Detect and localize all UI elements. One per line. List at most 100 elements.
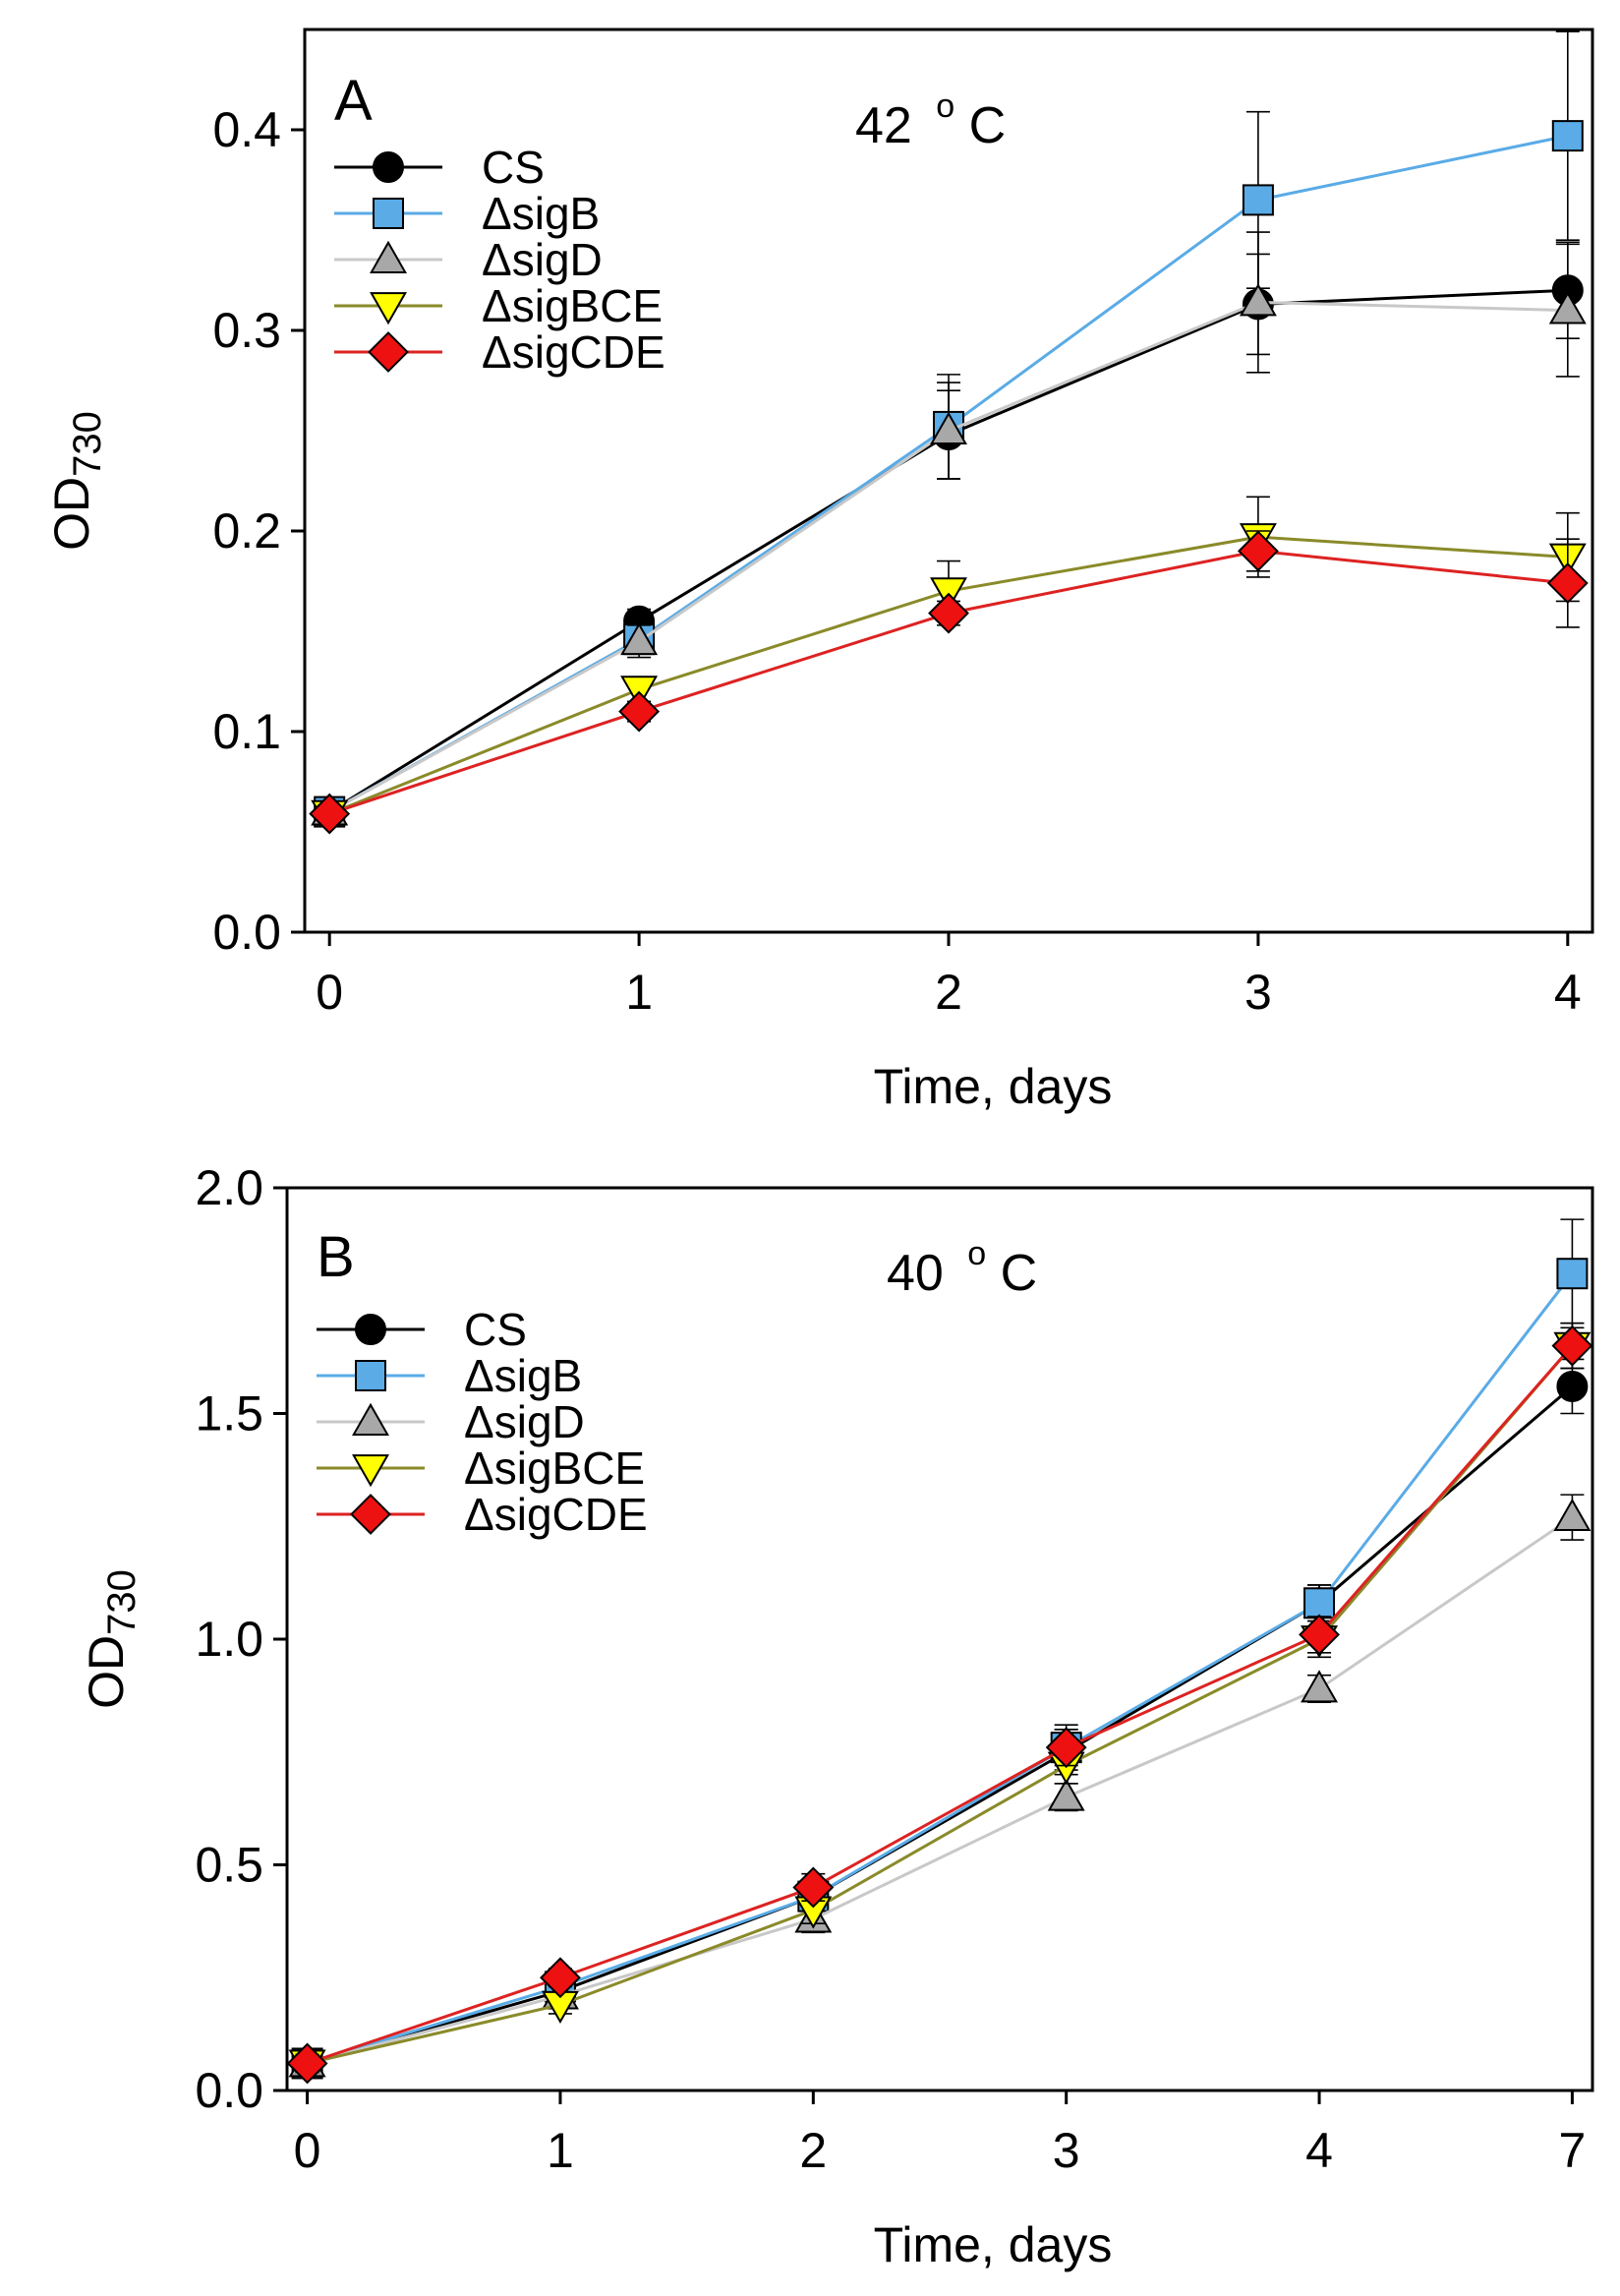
- panel-b-y-tick-label: 0.5: [195, 1838, 263, 1893]
- panel-a-temperature-value: 42: [855, 97, 912, 154]
- panel-b-y-axis-title-subscript: 730: [100, 1569, 144, 1635]
- panel-a-point-delta-sigd: [1548, 291, 1587, 324]
- panel-a-axes: 0.0 0.1 0.2 0.3 0.4 0 1 2 3 4: [212, 102, 1581, 1020]
- panel-b-x-tick-label: 7: [1559, 2123, 1587, 2178]
- panel-b-point-cs: [1556, 1370, 1589, 1402]
- panel-b-point-delta-sigcde: [286, 2042, 328, 2085]
- panel-b-legend-item-cs: CS: [317, 1304, 527, 1355]
- panel-b-legend-item-delta-sigcde: ΔsigCDE: [317, 1489, 648, 1540]
- panel-a-legend-item-delta-sigd: ΔsigD: [334, 234, 603, 285]
- panel-b-point-delta-sigb: [1303, 1587, 1336, 1619]
- panel-b-y-tick-label: 0.0: [195, 2063, 263, 2118]
- panel-b-series-group: [286, 1218, 1593, 2085]
- panel-a-x-tick-label: 1: [625, 965, 653, 1020]
- panel-a-legend-label-delta-sigb: ΔsigB: [482, 188, 600, 239]
- panel-b-point-delta-sigd: [1047, 1778, 1085, 1811]
- panel-a-point-delta-sigcde: [1237, 530, 1279, 572]
- panel-b-legend-label-delta-sigbce: ΔsigBCE: [464, 1442, 645, 1494]
- panel-b-line-delta-sigcde: [307, 1344, 1574, 2065]
- panel-b-x-tick-label: 4: [1305, 2123, 1333, 2178]
- panel-a-legend-item-delta-sigcde: ΔsigCDE: [334, 326, 665, 378]
- panel-b-point-delta-sigcde: [1045, 1727, 1087, 1769]
- panel-b-line-delta-sigd: [307, 1515, 1574, 2065]
- panel-b-legend-marker-delta-sigb: [355, 1360, 386, 1391]
- panel-a-legend-marker-delta-sigb: [373, 198, 404, 229]
- panel-a-legend-label-cs: CS: [482, 142, 545, 193]
- panel-a-series-delta-sigbce: [311, 496, 1587, 833]
- panel-a-x-tick-label: 4: [1554, 965, 1582, 1020]
- panel-b-legend-label-delta-sigd: ΔsigD: [464, 1396, 585, 1447]
- panel-b-point-delta-sigd: [1553, 1498, 1591, 1532]
- panel-a-legend-item-cs: CS: [334, 142, 545, 193]
- panel-a-point-delta-sigd: [930, 411, 967, 444]
- panel-b-point-delta-sigcde: [792, 1866, 835, 1909]
- panel-a-legend-item-delta-sigbce: ΔsigBCE: [334, 280, 663, 331]
- panel-a-x-tick-label: 3: [1244, 965, 1272, 1020]
- panel-a-degree-symbol: o: [936, 88, 955, 125]
- panel-b-legend-marker-cs: [355, 1314, 386, 1345]
- panel-b-line-cs: [307, 1384, 1574, 2065]
- panel-b-legend-marker-delta-sigcde: [350, 1494, 391, 1535]
- panel-b-line-delta-sigb: [307, 1272, 1574, 2065]
- panel-a-y-tick-label: 0.0: [212, 905, 281, 960]
- panel-a-y-tick-label: 0.1: [212, 704, 281, 759]
- panel-b-legend-item-delta-sigbce: ΔsigBCE: [317, 1442, 645, 1494]
- panel-a-legend-item-delta-sigb: ΔsigB: [334, 188, 600, 239]
- panel-b-degree-symbol: o: [967, 1235, 986, 1272]
- panel-a-legend-label-delta-sigcde: ΔsigCDE: [482, 326, 665, 378]
- panel-a-temperature: 42 o C: [855, 72, 1006, 154]
- panel-b-legend-label-delta-sigcde: ΔsigCDE: [464, 1489, 648, 1540]
- panel-a-series-group: [309, 30, 1589, 835]
- panel-a-x-tick-label: 0: [316, 965, 343, 1020]
- panel-b-point-delta-sigcde: [1299, 1614, 1340, 1656]
- panel-b-legend-item-delta-sigd: ΔsigD: [317, 1396, 585, 1447]
- panel-a-legend-marker-delta-sigbce: [370, 292, 407, 325]
- panel-a-legend-label-delta-sigbce: ΔsigBCE: [482, 280, 663, 331]
- panel-b-axes: 0.0 0.5 1.0 1.5 2.0 0 1 2 3 4 7: [195, 1160, 1586, 2178]
- panel-b-point-delta-sigcde: [1551, 1325, 1593, 1367]
- panel-a-y-axis-title-main: OD: [44, 477, 99, 551]
- panel-b-point-delta-sigb: [1556, 1258, 1589, 1290]
- panel-a-point-delta-sigb: [1242, 184, 1274, 216]
- panel-b: 0.00.51.01.52.00 1 2 3 4 7 B 40 o C CSΔsigBΔs…: [79, 1160, 1594, 2272]
- panel-b-x-tick-label: 3: [1053, 2123, 1080, 2178]
- panel-b-line-delta-sigbce: [307, 1344, 1574, 2065]
- panel-a-legend-label-delta-sigd: ΔsigD: [482, 234, 603, 285]
- panel-b-x-tick-label: 2: [799, 2123, 827, 2178]
- panel-b-series-delta-sigcde: [286, 1322, 1593, 2085]
- panel-a-point-delta-sigcde: [618, 690, 661, 733]
- panel-b-y-tick-label: 1.5: [195, 1386, 263, 1442]
- panel-b-temperature: 40 o C: [887, 1219, 1037, 1302]
- panel-b-x-tick-label: 1: [547, 2123, 574, 2178]
- panel-b-point-delta-sigcde: [540, 1957, 581, 1999]
- panel-a-point-delta-sigd: [620, 621, 659, 656]
- panel-b-y-tick-label: 1.0: [195, 1612, 263, 1667]
- panel-a-series-delta-sigcde: [309, 530, 1589, 835]
- panel-b-legend-marker-delta-sigbce: [352, 1454, 389, 1488]
- panel-b-y-axis-title: OD730: [79, 1569, 144, 1709]
- panel-a-legend-marker-delta-sigd: [370, 240, 407, 273]
- panel-b-legend-label-cs: CS: [464, 1304, 527, 1355]
- panel-b-point-delta-sigd: [1301, 1670, 1339, 1703]
- panel-b-letter: B: [317, 1225, 355, 1289]
- panel-a-legend-marker-cs: [373, 151, 404, 183]
- panel-b-y-axis-title-main: OD: [79, 1635, 134, 1709]
- panel-a-legend-marker-delta-sigcde: [368, 331, 409, 373]
- panel-b-y-tick-label: 2.0: [195, 1160, 263, 1215]
- panel-a-point-delta-sigb: [1551, 120, 1584, 152]
- panel-a-y-axis-title: OD730: [44, 411, 109, 551]
- panel-a-y-tick-label: 0.2: [212, 503, 281, 559]
- panel-a-x-axis-title: Time, days: [874, 1059, 1113, 1114]
- panel-a-point-delta-sigcde: [309, 793, 351, 835]
- panel-b-x-tick-label: 0: [294, 2123, 321, 2178]
- panel-a-y-tick-label: 0.4: [212, 102, 281, 157]
- panel-b-legend-label-delta-sigb: ΔsigB: [464, 1350, 582, 1401]
- panel-a-temperature-unit: C: [969, 97, 1007, 154]
- panel-a-point-delta-sigd: [1239, 283, 1277, 317]
- panel-a: 0.00.10.20.30.40 1 2 3 4 A 42 o C CSΔsigBΔsi…: [44, 28, 1594, 1114]
- panel-b-legend-marker-delta-sigd: [352, 1402, 389, 1436]
- panel-b-series-delta-sigd: [288, 1494, 1591, 2078]
